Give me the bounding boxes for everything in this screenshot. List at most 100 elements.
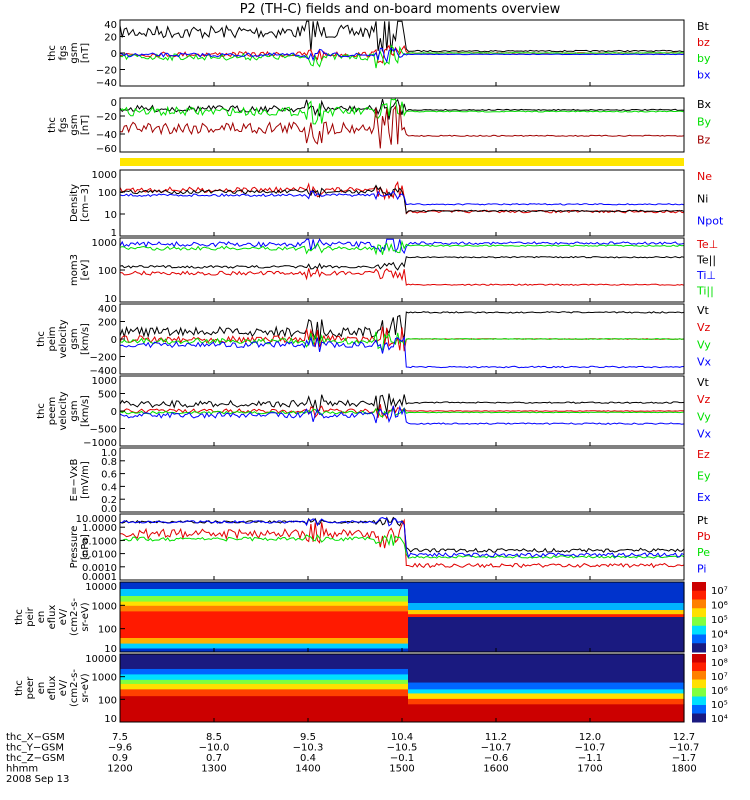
series-bx: [119, 47, 685, 64]
spectrogram-cell: [144, 643, 151, 649]
spectrogram-cell: [336, 654, 343, 670]
spectrogram-cell: [312, 654, 319, 670]
spectrogram-cell: [558, 614, 565, 618]
spectrogram-cell: [408, 617, 415, 653]
colorbar-segment: [692, 705, 706, 714]
spectrogram-cell: [264, 689, 271, 697]
spectrogram-cell: [354, 668, 361, 675]
spectrogram-cell: [144, 674, 151, 681]
legend-Ex: Ex: [697, 491, 711, 504]
spectrogram-cell: [276, 601, 283, 607]
spectrogram-cell: [480, 582, 487, 604]
spectrogram-cell: [132, 668, 139, 675]
spectrogram-cell: [636, 704, 643, 723]
spectrogram-cell: [492, 698, 499, 705]
spectrogram-cell: [138, 674, 145, 681]
spectrogram-cell: [360, 668, 367, 675]
spectrogram-cell: [336, 582, 343, 590]
series-Ni: [119, 184, 685, 215]
spectrogram-cell: [366, 643, 373, 649]
spectrogram-cell: [324, 589, 331, 597]
spectrogram-cell: [576, 603, 583, 611]
spectrogram-cell: [654, 682, 661, 690]
spectrogram-cell: [126, 605, 133, 612]
spectrogram-cell: [420, 682, 427, 690]
spectrogram-cell: [342, 689, 349, 697]
spectrogram-cell: [282, 582, 289, 590]
spectrogram-cell: [642, 682, 649, 690]
spectrogram-cell: [162, 589, 169, 597]
spectrogram-cell: [282, 601, 289, 607]
spectrogram-cell: [276, 696, 283, 723]
spectrogram-cell: [666, 693, 673, 700]
spectrogram-cell: [120, 648, 127, 653]
spectrogram-cell: [258, 654, 265, 670]
spectrogram-cell: [654, 582, 661, 604]
spectrogram-cell: [570, 689, 577, 694]
spectrogram-cell: [636, 654, 643, 683]
spectrogram-cell: [420, 603, 427, 611]
spectrogram-cell: [162, 596, 169, 602]
colorbar-segment: [692, 599, 706, 609]
spectrogram-cell: [312, 668, 319, 675]
spectrogram-cell: [558, 603, 565, 611]
ytick-label: 1000: [92, 238, 117, 249]
spectrogram-cell: [558, 582, 565, 604]
spectrogram-cell: [462, 698, 469, 705]
spectrogram-cell: [552, 603, 559, 611]
spectrogram-cell: [312, 643, 319, 649]
spectrogram-cell: [234, 696, 241, 723]
spectrogram-cell: [534, 693, 541, 700]
spectrogram-cell: [426, 654, 433, 683]
spectrogram-cell: [426, 614, 433, 618]
spectrogram-cell: [498, 654, 505, 683]
spectrogram-cell: [444, 614, 451, 618]
spectrogram-cell: [612, 614, 619, 618]
spectrogram-cell: [294, 668, 301, 675]
xaxis-value: 1400: [295, 764, 320, 775]
spectrogram-cell: [600, 693, 607, 700]
spectrogram-cell: [234, 689, 241, 697]
spectrogram-cell: [378, 654, 385, 670]
spectrogram-cell: [258, 643, 265, 649]
spectrogram-cell: [480, 610, 487, 615]
spectrogram-cell: [138, 605, 145, 612]
spectrogram-cell: [624, 698, 631, 705]
spectrogram-cell: [396, 605, 403, 612]
spectrogram-cell: [624, 614, 631, 618]
spectrogram-cell: [534, 689, 541, 694]
ytick-label: 10.0000: [76, 514, 117, 525]
spectrogram-cell: [678, 582, 685, 604]
spectrogram-cell: [300, 611, 307, 639]
spectrogram-cell: [126, 582, 133, 590]
spectrogram-cell: [660, 582, 667, 604]
spectrogram-cell: [216, 605, 223, 612]
spectrogram-cell: [360, 582, 367, 590]
spectrogram-cell: [216, 679, 223, 685]
spectrogram-cell: [150, 605, 157, 612]
spectrogram-cell: [648, 654, 655, 683]
spectrogram-cell: [348, 674, 355, 681]
spectrogram-cell: [618, 654, 625, 683]
spectrogram-cell: [366, 648, 373, 653]
spectrogram-cell: [402, 683, 409, 690]
spectrogram-cell: [276, 605, 283, 612]
spectrogram-cell: [162, 668, 169, 675]
spectrogram-cell: [666, 614, 673, 618]
spectrogram-cell: [144, 696, 151, 723]
spectrogram-cell: [300, 683, 307, 690]
series-Vx: [119, 405, 685, 425]
spectrogram-cell: [504, 654, 511, 683]
spectrogram-cell: [282, 589, 289, 597]
spectrogram-cell: [606, 698, 613, 705]
spectrogram-cell: [642, 582, 649, 604]
spectrogram-cell: [438, 693, 445, 700]
spectrogram-cell: [168, 643, 175, 649]
spectrogram-cell: [396, 654, 403, 670]
spectrogram-cell: [516, 689, 523, 694]
spectrogram-cell: [612, 689, 619, 694]
ylabel: thc fgs gsm [nT]: [47, 42, 91, 63]
spectrogram-cell: [450, 689, 457, 694]
spectrogram-cell: [504, 698, 511, 705]
spectrogram-cell: [522, 603, 529, 611]
